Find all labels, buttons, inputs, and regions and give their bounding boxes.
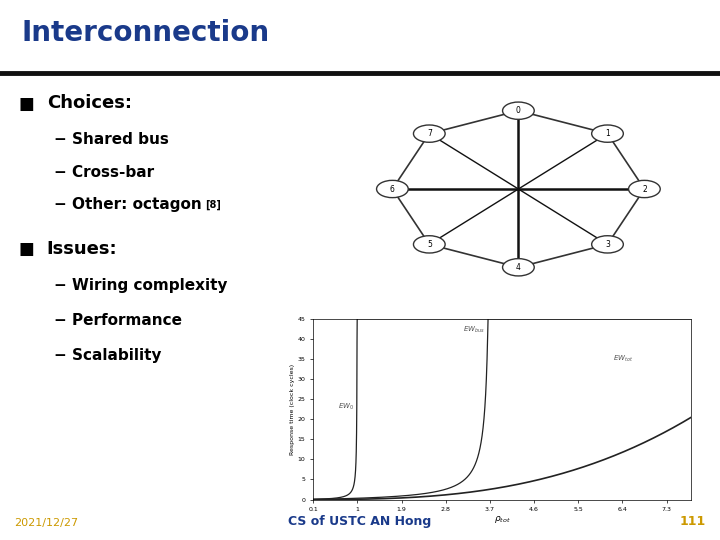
Text: − Wiring complexity: − Wiring complexity xyxy=(54,278,228,293)
Text: Interconnection: Interconnection xyxy=(22,19,270,47)
Ellipse shape xyxy=(629,180,660,198)
Text: − Shared bus: − Shared bus xyxy=(54,132,169,147)
Text: 2: 2 xyxy=(642,185,647,193)
Text: 5: 5 xyxy=(427,240,432,249)
Text: $EW_{bus}$: $EW_{bus}$ xyxy=(463,325,485,335)
Text: CS of USTC AN Hong: CS of USTC AN Hong xyxy=(289,515,431,528)
Text: Issues:: Issues: xyxy=(47,240,117,258)
Ellipse shape xyxy=(592,125,624,142)
Y-axis label: Response time (clock cycles): Response time (clock cycles) xyxy=(290,363,295,455)
Ellipse shape xyxy=(413,125,445,142)
Text: ■: ■ xyxy=(18,240,34,258)
X-axis label: $\rho_{tot}$: $\rho_{tot}$ xyxy=(494,514,510,524)
Text: Choices:: Choices: xyxy=(47,94,132,112)
Text: ■: ■ xyxy=(18,94,34,112)
Text: 0: 0 xyxy=(516,106,521,115)
Text: − Other: octagon: − Other: octagon xyxy=(54,197,202,212)
Ellipse shape xyxy=(503,102,534,119)
Text: 4: 4 xyxy=(516,263,521,272)
Text: 111: 111 xyxy=(680,515,706,528)
Text: [8]: [8] xyxy=(205,200,221,210)
Text: 7: 7 xyxy=(427,129,432,138)
Ellipse shape xyxy=(503,259,534,276)
Text: $EW_{tot}$: $EW_{tot}$ xyxy=(613,354,633,364)
Text: − Performance: − Performance xyxy=(54,313,182,328)
Text: − Scalability: − Scalability xyxy=(54,348,161,363)
Ellipse shape xyxy=(413,236,445,253)
Text: − Cross-bar: − Cross-bar xyxy=(54,165,154,180)
Text: $EW_{0}$: $EW_{0}$ xyxy=(338,402,354,412)
Text: 1: 1 xyxy=(605,129,610,138)
Ellipse shape xyxy=(592,236,624,253)
Text: 3: 3 xyxy=(605,240,610,249)
Text: 6: 6 xyxy=(390,185,395,193)
Ellipse shape xyxy=(377,180,408,198)
Text: 2021/12/27: 2021/12/27 xyxy=(14,518,78,528)
